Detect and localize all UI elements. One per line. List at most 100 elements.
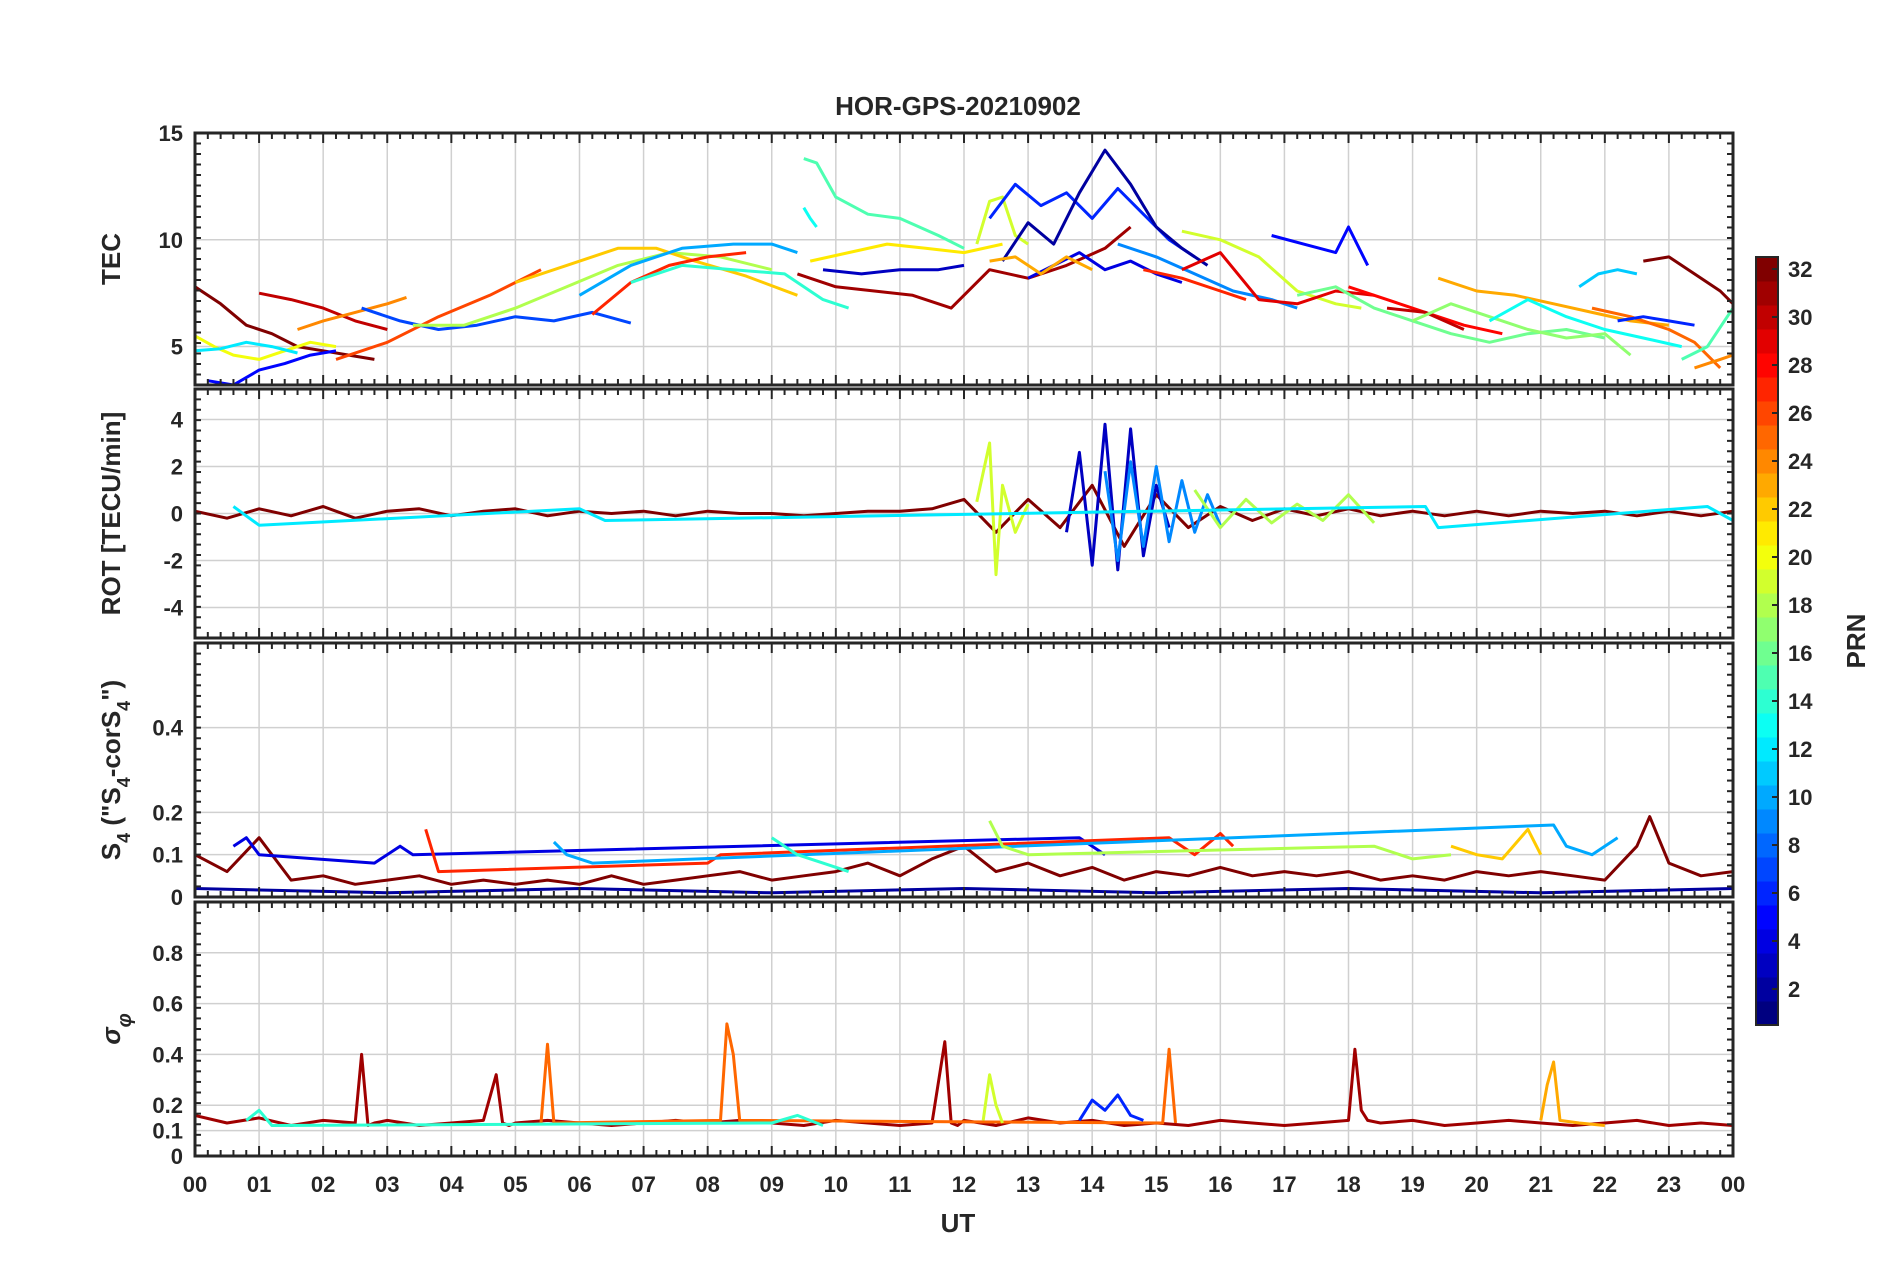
axes-frame: [193, 131, 1735, 387]
y-axis-label: σφ: [96, 1013, 136, 1044]
series-prn-24: [297, 295, 407, 331]
colorbar-segment: [1756, 377, 1778, 402]
colorbar-tick-label: 10: [1788, 785, 1812, 810]
x-tick-label: 07: [631, 1172, 655, 1197]
colorbar-segment: [1756, 857, 1778, 882]
x-tick-label: 11: [888, 1172, 911, 1197]
panel-sigma_phi: 00.10.2 0.4 0.6 0.8 σφ: [96, 900, 1735, 1169]
series-prn-2: [1001, 148, 1209, 267]
series-prn-15: [803, 157, 965, 250]
y-tick-label: -2: [163, 548, 183, 573]
x-tick-label: 19: [1400, 1172, 1424, 1197]
colorbar-tick-label: 4: [1788, 929, 1801, 954]
colorbar-segment: [1756, 929, 1778, 954]
x-tick-label: 03: [375, 1172, 399, 1197]
y-tick-label: 10: [159, 228, 183, 253]
y-tick-label: 0: [171, 502, 183, 527]
y-tick-label: 0.2: [152, 1093, 183, 1118]
panel-s4: 0 0.1 0.2 0.4 S4 ("S4-corS4"): [96, 641, 1735, 910]
figure-title: HOR-GPS-20210902: [835, 91, 1081, 121]
series-prn-21: [809, 242, 1003, 263]
y-axis-label: ROT [TECU/min]: [96, 412, 126, 616]
series-prn-23: [1437, 276, 1670, 327]
y-axis-label: S4 ("S4-corS4"): [96, 680, 134, 860]
colorbar-segment: [1756, 977, 1778, 1002]
series-prn-4: [232, 836, 1106, 865]
series-prn-14: [630, 263, 850, 310]
y-tick-label: 0: [171, 885, 183, 910]
colorbar-segment: [1756, 785, 1778, 810]
series-prn-17: [1411, 302, 1632, 357]
colorbar-segment: [1756, 305, 1778, 330]
series-prn-18: [1193, 489, 1376, 530]
series-prn-23: [1539, 1060, 1605, 1127]
colorbar-tick-label: 26: [1788, 401, 1812, 426]
panel-tec: 5 10 15 TEC: [96, 121, 1735, 387]
colorbar-segment: [1756, 761, 1778, 786]
colorbar-segment: [1756, 689, 1778, 714]
colorbar-segment: [1756, 545, 1778, 570]
series-prn-30: [1386, 306, 1465, 331]
x-axis: 00 01 02 03 04 05 06 07 08 09 10 11 12 13 14 15 16 17 18 19…: [183, 1172, 1745, 1197]
x-tick-label: 02: [311, 1172, 335, 1197]
series-prn-18: [988, 820, 1452, 861]
series-prn-26: [335, 268, 542, 361]
axes-frame: [193, 641, 1735, 899]
y-tick-label: 4: [171, 408, 184, 433]
x-tick-label: 00: [183, 1172, 207, 1197]
series-prn-13: [802, 206, 818, 228]
series-prn-3: [1065, 422, 1171, 572]
colorbar-tick-label: 14: [1788, 689, 1813, 714]
x-tick-label: 16: [1208, 1172, 1232, 1197]
colorbar-frame: [1755, 256, 1779, 1026]
colorbar-tick-label: 30: [1788, 305, 1812, 330]
x-tick-label: 13: [1016, 1172, 1040, 1197]
y-tick-label: 0.1: [152, 843, 183, 868]
colorbar-segment: [1756, 593, 1778, 618]
series-prn-11: [1578, 268, 1638, 289]
x-tick-label: 12: [952, 1172, 976, 1197]
series-prn-10: [552, 823, 1619, 865]
series-prn-13: [1488, 298, 1683, 349]
x-tick-label: 17: [1272, 1172, 1296, 1197]
series-prn-27: [591, 251, 747, 316]
x-tick-label: 01: [247, 1172, 271, 1197]
series-group: [195, 1022, 1733, 1127]
series-prn-22: [514, 246, 798, 297]
series-prn-23: [989, 255, 1093, 276]
x-tick-label: 10: [824, 1172, 848, 1197]
series-prn-16: [1296, 285, 1606, 344]
colorbar-tick-label: 18: [1788, 593, 1812, 618]
colorbar-segment: [1756, 833, 1778, 858]
colorbar-tick-label: 20: [1788, 545, 1812, 570]
colorbar-segment: [1756, 497, 1778, 522]
series-prn-32: [195, 285, 375, 361]
x-tick-label: 23: [1657, 1172, 1681, 1197]
y-tick-label: -4: [163, 595, 183, 620]
series-prn-20: [195, 334, 337, 361]
colorbar-segment: [1756, 617, 1778, 642]
x-axis-label: UT: [941, 1208, 976, 1238]
series-prn-19: [1181, 229, 1362, 310]
panel-rot: -4 -2 0 2 4 ROT [TECU/min]: [96, 387, 1735, 640]
series-prn-19: [975, 441, 1030, 577]
y-tick-label: 0.6: [152, 992, 183, 1017]
series-prn-32: [1643, 255, 1733, 305]
y-tick-label: 0.4: [152, 1042, 183, 1067]
x-tick-label: 09: [760, 1172, 784, 1197]
series-prn-30: [258, 291, 388, 331]
colorbar-segment: [1756, 641, 1778, 666]
colorbar-tick-label: 32: [1788, 257, 1812, 282]
series-prn-25: [1591, 306, 1722, 369]
series-prn-12: [195, 340, 298, 355]
series-prn-24: [1694, 353, 1733, 370]
x-tick-label: 00: [1721, 1172, 1745, 1197]
series-prn-6: [1617, 315, 1695, 327]
axes-frame: [193, 387, 1735, 640]
x-tick-label: 08: [695, 1172, 719, 1197]
y-tick-label: 0.1: [152, 1119, 183, 1144]
